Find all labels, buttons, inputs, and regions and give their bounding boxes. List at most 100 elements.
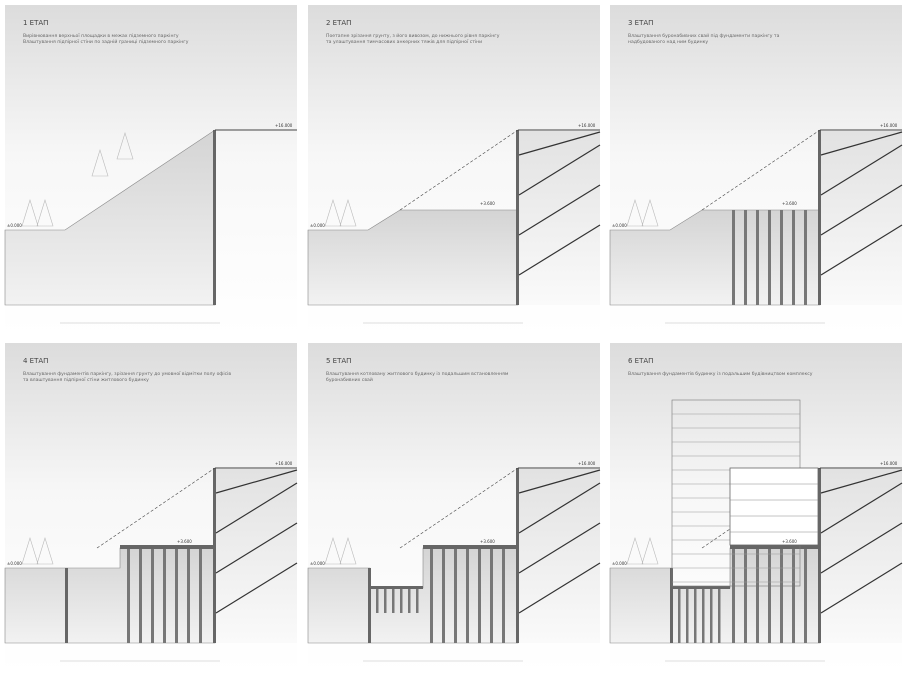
stage-title: 1 ЕТАП — [23, 19, 48, 27]
stage-panel: 6 ЕТАП Влаштування фундаментів будинку із… — [609, 343, 903, 673]
short-pile — [678, 588, 681, 643]
pile — [732, 210, 735, 305]
pile — [744, 548, 747, 643]
pile — [175, 548, 178, 643]
foundation-slab — [730, 545, 820, 549]
pile — [442, 548, 445, 643]
stage-panel: 2 ЕТАП Поетапне зрізання грунту, з його в… — [307, 5, 601, 335]
pile — [792, 548, 795, 643]
anchor-tie — [518, 522, 601, 574]
stage-description: Влаштування фундаментів паркінгу, зрізан… — [23, 371, 231, 377]
tree — [91, 148, 109, 177]
level-mark: +16.000 — [578, 123, 596, 128]
level-mark: ±0.000 — [612, 561, 627, 566]
short-pile — [416, 588, 419, 613]
pile — [454, 548, 457, 643]
pile — [804, 210, 807, 305]
stage-panel: 5 ЕТАП Влаштування котловану житлового бу… — [307, 343, 601, 673]
anchor-tie — [820, 131, 903, 156]
anchor-tie — [820, 144, 903, 196]
pile — [780, 210, 783, 305]
anchor-tie — [518, 224, 601, 276]
anchor-tie — [820, 522, 903, 574]
level-mark: ±0.000 — [7, 223, 22, 228]
anchor-tie — [215, 469, 298, 494]
pile — [466, 548, 469, 643]
retaining-wall — [516, 130, 519, 305]
short-pile — [702, 588, 705, 643]
pit-slab — [672, 586, 730, 589]
tree — [641, 198, 659, 227]
pile — [768, 548, 771, 643]
retaining-wall — [818, 130, 821, 305]
pile — [804, 548, 807, 643]
pile — [199, 548, 202, 643]
short-pile — [694, 588, 697, 643]
original-slope — [701, 129, 821, 211]
pile — [151, 548, 154, 643]
stage-panel: 1 ЕТАП Вирівнювання верхньої площадки в м… — [4, 5, 297, 335]
retaining-wall — [213, 130, 216, 305]
level-mark: ±0.000 — [310, 561, 325, 566]
tree — [324, 198, 342, 227]
stage-description: буронабивних свай — [326, 376, 373, 383]
short-pile — [408, 588, 411, 613]
anchor-tie — [820, 469, 903, 494]
short-pile — [718, 588, 721, 643]
pit-slab — [370, 586, 423, 589]
upper-soil — [821, 131, 902, 305]
tree — [36, 198, 54, 227]
pile — [744, 210, 747, 305]
original-slope — [96, 467, 216, 549]
level-mark: +3.600 — [782, 201, 797, 206]
level-mark: +16.000 — [578, 461, 596, 466]
stage-title: 3 ЕТАП — [628, 19, 653, 27]
left-wall — [368, 568, 371, 643]
pile — [127, 548, 130, 643]
stage-title: 6 ЕТАП — [628, 357, 653, 365]
level-mark: +16.000 — [275, 123, 293, 128]
tree — [21, 536, 39, 565]
pile — [756, 210, 759, 305]
anchor-tie — [518, 131, 601, 156]
anchor-tie — [518, 469, 601, 494]
anchor-tie — [518, 184, 601, 236]
anchor-tie — [820, 482, 903, 534]
anchor-tie — [518, 562, 601, 614]
short-pile — [400, 588, 403, 613]
upper-soil — [519, 131, 600, 305]
stage-panel: 4 ЕТАП Влаштування фундаментів паркінгу, … — [4, 343, 298, 673]
level-mark: ±0.000 — [612, 223, 627, 228]
anchor-tie — [820, 224, 903, 276]
left-wall — [670, 568, 673, 643]
short-pile — [376, 588, 379, 613]
stage-description: Влаштування котловану житлового будинку … — [326, 371, 509, 377]
pile — [187, 548, 190, 643]
tree — [641, 536, 659, 565]
level-mark: +16.000 — [880, 123, 898, 128]
foundation-slab — [120, 545, 215, 549]
upper-soil — [519, 469, 600, 643]
stage-description: та улаштування тимчасових анкерних тяжів… — [326, 39, 482, 45]
pile — [478, 548, 481, 643]
tree — [626, 198, 644, 227]
stage-description: Поетапне зрізання грунту, з його вивозом… — [326, 32, 500, 39]
retaining-wall — [213, 468, 216, 643]
short-pile — [384, 588, 387, 613]
short-pile — [710, 588, 713, 643]
pile — [430, 548, 433, 643]
upper-soil — [216, 469, 297, 643]
stage-title: 2 ЕТАП — [326, 19, 351, 27]
tree — [339, 198, 357, 227]
pile — [768, 210, 771, 305]
pile — [792, 210, 795, 305]
anchor-tie — [820, 562, 903, 614]
original-slope — [399, 129, 519, 211]
level-mark: +3.600 — [177, 539, 192, 544]
stage-description: та влаштування підпірної стіни житлового… — [23, 377, 149, 383]
stage-description: Влаштування підпірної стіни по задній гр… — [23, 38, 189, 45]
level-mark: ±0.000 — [7, 561, 22, 566]
stage-panel: 3 ЕТАП Влаштування буронабивних свай під … — [609, 5, 903, 335]
pile — [502, 548, 505, 643]
